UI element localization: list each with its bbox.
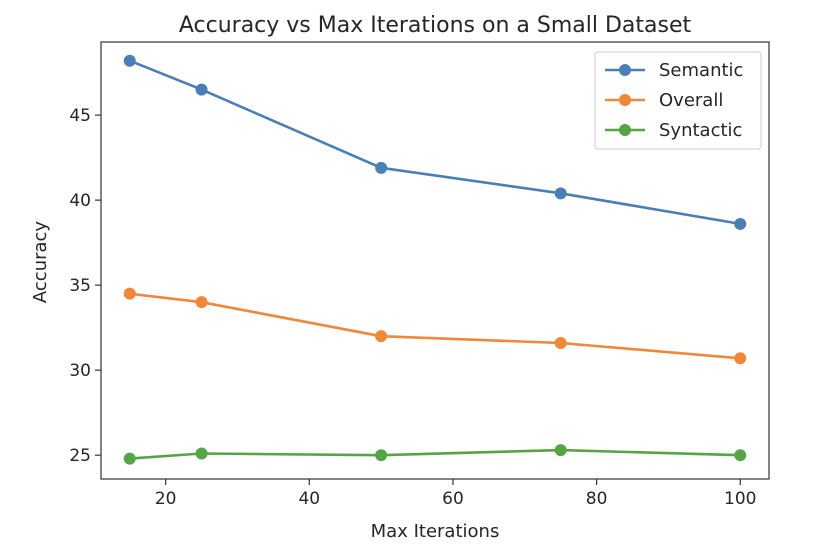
y-tick-label: 30 xyxy=(69,361,91,381)
legend-marker-overall xyxy=(619,94,631,106)
legend-label-overall: Overall xyxy=(659,90,723,111)
data-point-semantic xyxy=(375,161,388,174)
plot-area-frame xyxy=(100,41,770,480)
data-point-syntactic xyxy=(734,449,747,462)
data-point-overall xyxy=(195,296,208,309)
series-layer xyxy=(123,54,747,465)
legend-marker-syntactic xyxy=(619,124,631,136)
x-tick-label: 100 xyxy=(724,489,756,509)
data-point-semantic xyxy=(195,83,208,96)
data-point-syntactic xyxy=(123,452,136,465)
data-point-overall xyxy=(734,352,747,365)
x-axis: 20 40 60 80 100 xyxy=(155,479,756,509)
legend-box xyxy=(594,51,762,150)
legend-label-syntactic: Syntactic xyxy=(659,120,742,141)
series-line-syntactic xyxy=(129,448,741,460)
y-tick-label: 45 xyxy=(69,106,91,126)
x-tick-label: 40 xyxy=(298,489,320,509)
legend-label-semantic: Semantic xyxy=(659,60,743,81)
legend: Semantic Overall Syntactic xyxy=(594,51,762,150)
y-axis-label: Accuracy xyxy=(30,221,51,304)
data-point-overall xyxy=(375,330,388,343)
data-point-syntactic xyxy=(195,447,208,460)
y-tick-label: 25 xyxy=(69,446,91,466)
data-point-syntactic xyxy=(375,449,388,462)
x-tick-label: 80 xyxy=(586,489,608,509)
y-axis: 25 30 35 40 45 xyxy=(69,106,101,466)
y-tick-label: 40 xyxy=(69,191,91,211)
series-line-overall xyxy=(129,292,741,360)
data-point-semantic xyxy=(734,217,747,230)
data-point-semantic xyxy=(554,187,567,200)
legend-marker-semantic xyxy=(619,64,631,76)
y-tick-label: 35 xyxy=(69,276,91,296)
data-point-overall xyxy=(123,287,136,300)
chart-title: Accuracy vs Max Iterations on a Small Da… xyxy=(179,13,692,38)
data-point-overall xyxy=(554,336,567,349)
x-tick-label: 20 xyxy=(155,489,177,509)
data-point-semantic xyxy=(123,54,136,67)
x-axis-label: Max Iterations xyxy=(371,521,500,542)
x-tick-label: 60 xyxy=(442,489,464,509)
data-point-syntactic xyxy=(554,444,567,457)
